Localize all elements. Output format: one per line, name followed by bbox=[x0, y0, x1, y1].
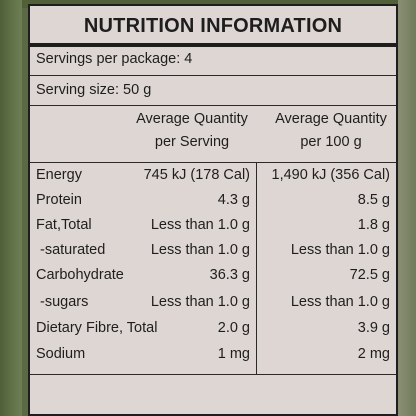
nutrient-per-100g: 1,490 kJ (356 Cal) bbox=[271, 167, 390, 183]
serving-size: Serving size: 50 g bbox=[36, 82, 152, 98]
nutrient-name: -saturated bbox=[40, 242, 106, 258]
nutrient-per-100g: Less than 1.0 g bbox=[290, 294, 390, 310]
nutrient-per-serving: 1 mg bbox=[217, 346, 250, 362]
column-header-per-serving-line1: Average Quantity bbox=[136, 111, 248, 127]
header-divider bbox=[30, 162, 396, 163]
nutrient-per-serving: 2.0 g bbox=[217, 320, 250, 336]
nutrient-per-serving: Less than 1.0 g bbox=[150, 294, 250, 310]
servings-per-package: Servings per package: 4 bbox=[36, 51, 193, 67]
nutrient-per-100g: 8.5 g bbox=[357, 192, 390, 208]
background-packaging-right bbox=[398, 0, 416, 416]
servings-divider bbox=[30, 75, 396, 76]
column-header-per-100g: Average Quantity per 100 g bbox=[266, 108, 396, 154]
nutrient-per-serving: Less than 1.0 g bbox=[150, 242, 250, 258]
nutrient-name: Fat,Total bbox=[36, 217, 92, 233]
background-packaging-left bbox=[0, 0, 22, 416]
column-header-per-serving: Average Quantity per Serving bbox=[128, 108, 256, 154]
nutrient-name: Dietary Fibre, Total bbox=[36, 320, 158, 336]
serving-size-divider bbox=[30, 105, 396, 106]
nutrient-per-serving: Less than 1.0 g bbox=[150, 217, 250, 233]
column-header-per-serving-line2: per Serving bbox=[154, 134, 230, 150]
nutrient-per-serving: 36.3 g bbox=[209, 267, 250, 283]
nutrient-name: -sugars bbox=[40, 294, 89, 310]
nutrient-name: Sodium bbox=[36, 346, 86, 362]
nutrient-name: Protein bbox=[36, 192, 82, 208]
column-header-per-100g-line1: Average Quantity bbox=[275, 111, 387, 127]
nutrient-name: Energy bbox=[36, 167, 82, 183]
nutrient-per-serving: 4.3 g bbox=[217, 192, 250, 208]
nutrition-panel: NUTRITION INFORMATION Servings per packa… bbox=[28, 4, 398, 416]
title-divider bbox=[30, 43, 396, 47]
nutrient-per-100g: 3.9 g bbox=[357, 320, 390, 336]
panel-title: NUTRITION INFORMATION bbox=[83, 15, 343, 37]
table-bottom-divider bbox=[30, 374, 396, 375]
nutrient-per-100g: Less than 1.0 g bbox=[290, 242, 390, 258]
nutrient-name: Carbohydrate bbox=[36, 267, 124, 283]
column-divider bbox=[256, 162, 257, 374]
nutrient-per-100g: 72.5 g bbox=[349, 267, 390, 283]
nutrient-per-100g: 1.8 g bbox=[357, 217, 390, 233]
column-header-per-100g-line2: per 100 g bbox=[300, 134, 362, 150]
nutrient-per-serving: 745 kJ (178 Cal) bbox=[143, 167, 250, 183]
nutrient-per-100g: 2 mg bbox=[357, 346, 390, 362]
